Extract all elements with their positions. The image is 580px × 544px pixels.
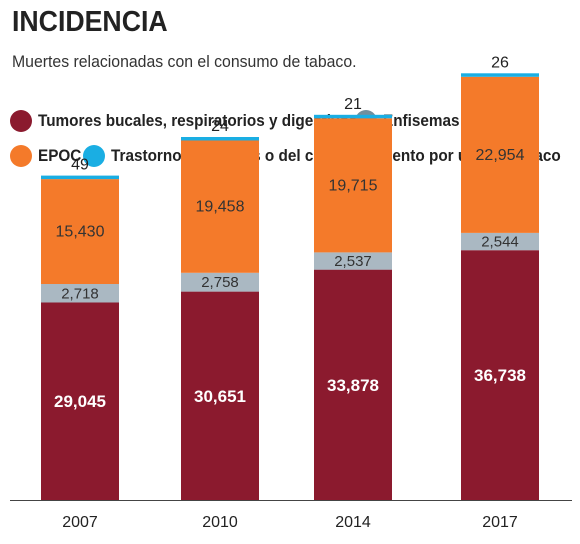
legend-swatch-tumores bbox=[10, 110, 32, 132]
x-tick-label-2017: 2017 bbox=[482, 514, 518, 531]
bar-tumores-bucales-2014 bbox=[314, 269, 392, 500]
data-label-tumores-bucales-2010: 30,651 bbox=[194, 387, 246, 406]
bar-epoc-2017 bbox=[461, 76, 539, 233]
data-label-epoc-2010: 19,458 bbox=[196, 199, 245, 216]
bar-tumores-bucales-2007 bbox=[41, 302, 119, 500]
bar-trastornos-mentales-2014 bbox=[314, 114, 392, 119]
bar-tumores-bucales-2010 bbox=[181, 291, 259, 500]
bar-enfisemas-2017 bbox=[461, 232, 539, 251]
legend-label-epoc: EPOC bbox=[38, 146, 82, 165]
x-tick-label-2010: 2010 bbox=[202, 514, 238, 531]
legend-label-tumores: Tumores bucales, respiratorios y digesti… bbox=[38, 111, 358, 130]
data-label-epoc-2014: 19,715 bbox=[329, 177, 378, 194]
legend-swatch-trastornos bbox=[83, 145, 105, 167]
data-label-trastornos-mentales-2010: 24 bbox=[211, 118, 229, 135]
legend-swatch-epoc bbox=[10, 145, 32, 167]
bar-enfisemas-2014 bbox=[314, 252, 392, 270]
data-label-tumores-bucales-2014: 33,878 bbox=[327, 376, 379, 395]
legend-item-epoc: EPOC bbox=[10, 145, 86, 167]
data-label-trastornos-mentales-2014: 21 bbox=[344, 96, 362, 113]
bar-enfisemas-2007 bbox=[41, 284, 119, 303]
data-label-enfisemas-2010: 2,758 bbox=[201, 274, 239, 291]
chart-title: INCIDENCIA bbox=[12, 6, 168, 38]
bar-epoc-2010 bbox=[181, 140, 259, 273]
bar-trastornos-mentales-2017 bbox=[461, 73, 539, 77]
legend-item-tumores: Tumores bucales, respiratorios y digesti… bbox=[10, 110, 393, 132]
data-label-trastornos-mentales-2017: 26 bbox=[491, 54, 509, 71]
data-label-epoc-2007: 15,430 bbox=[56, 224, 105, 241]
x-tick-label-2014: 2014 bbox=[335, 514, 371, 531]
data-label-enfisemas-2007: 2,718 bbox=[61, 285, 99, 302]
chart-subtitle: Muertes relacionadas con el consumo de t… bbox=[12, 52, 357, 71]
data-label-enfisemas-2014: 2,537 bbox=[334, 253, 372, 270]
bar-enfisemas-2010 bbox=[181, 272, 259, 292]
bar-tumores-bucales-2017 bbox=[461, 250, 539, 500]
data-label-trastornos-mentales-2007: 49 bbox=[71, 157, 89, 174]
x-tick-label-2007: 2007 bbox=[62, 514, 98, 531]
legend-label-enfisemas: Enfisemas bbox=[383, 111, 460, 130]
data-label-tumores-bucales-2007: 29,045 bbox=[54, 392, 106, 411]
data-label-tumores-bucales-2017: 36,738 bbox=[474, 366, 526, 385]
bar-trastornos-mentales-2010 bbox=[181, 137, 259, 141]
bar-trastornos-mentales-2007 bbox=[41, 175, 119, 180]
bar-epoc-2014 bbox=[314, 118, 392, 253]
data-label-epoc-2017: 22,954 bbox=[476, 147, 525, 164]
bar-epoc-2007 bbox=[41, 179, 119, 284]
data-label-enfisemas-2017: 2,544 bbox=[481, 234, 519, 251]
